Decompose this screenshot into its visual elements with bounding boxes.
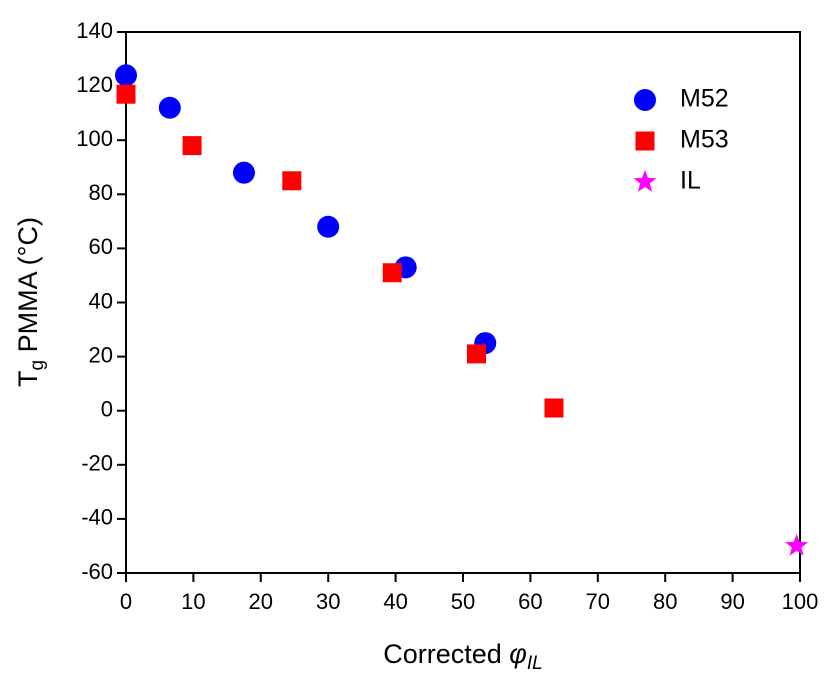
x-axis-title: Corrected φIL [383,639,543,674]
legend-label: IL [680,167,701,195]
plot-frame [125,31,801,574]
marker [115,64,137,87]
y-tick-label: -60 [81,559,113,584]
legend-label: M52 [680,85,729,113]
x-tick-label: 90 [720,589,744,614]
marker [232,161,255,184]
x-tick-label: 30 [316,589,340,614]
marker [382,263,402,283]
x-tick-label: 60 [518,589,542,614]
y-tick-label: 0 [101,397,113,422]
marker [282,171,302,191]
x-tick-label: 80 [653,589,677,614]
x-title-sub: IL [527,653,543,674]
x-tick-label: 50 [451,589,475,614]
marker [785,533,809,556]
y-tick-label: 60 [89,234,113,259]
y-title-rest: PMMA (°C) [13,217,43,360]
x-tick-label: 40 [383,589,407,614]
marker [317,215,340,238]
y-tick-label: 20 [89,342,113,367]
x-tick-label: 70 [586,589,610,614]
marker [544,398,564,418]
marker [158,96,181,119]
marker [182,136,202,156]
marker [116,84,136,104]
y-title-sub: g [27,360,48,371]
y-tick-label: 40 [89,288,113,313]
legend-marker [634,89,656,111]
x-tick-label: 20 [249,589,273,614]
x-title-main: Corrected [383,639,509,669]
x-tick-label: 100 [782,589,819,614]
y-tick-label: 140 [76,18,113,43]
x-tick-label: 0 [120,589,132,614]
y-tick-label: 120 [76,72,113,97]
y-title-main: T [13,370,43,387]
y-tick-label: -20 [81,451,113,476]
x-title-symbol: φ [509,639,527,669]
y-axis-title: Tg PMMA (°C) [13,217,48,387]
y-tick-label: 80 [89,180,113,205]
legend-marker [635,131,655,151]
y-tick-label: -40 [81,505,113,530]
legend-marker [633,170,657,192]
legend-label: M53 [680,126,729,154]
marker [466,344,486,364]
y-tick-label: 100 [76,126,113,151]
x-tick-label: 10 [181,589,205,614]
